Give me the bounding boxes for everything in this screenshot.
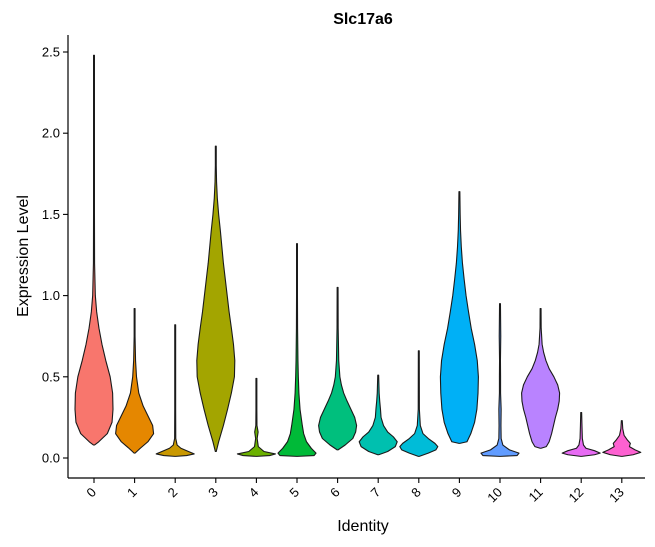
x-tick-label: 6 — [327, 485, 343, 501]
violin-3 — [196, 145, 236, 453]
y-tick-label: 2.5 — [42, 45, 60, 60]
violin-11 — [521, 308, 561, 449]
y-tick-label: 1.0 — [42, 288, 60, 303]
y-tick-label: 2.0 — [42, 126, 60, 141]
violin-9 — [439, 191, 479, 444]
violin-2 — [155, 324, 195, 457]
y-axis-label: Expression Level — [15, 195, 32, 317]
x-tick-label: 5 — [286, 485, 302, 501]
x-tick-label: 10 — [484, 485, 505, 506]
x-tick-label: 7 — [368, 485, 384, 501]
violin-0 — [74, 54, 114, 446]
x-tick-label: 4 — [246, 485, 262, 501]
x-tick-label: 0 — [83, 485, 99, 501]
violin-1 — [115, 308, 155, 454]
y-tick-label: 1.5 — [42, 207, 60, 222]
x-tick-label: 12 — [565, 485, 586, 506]
x-axis-ticks: 0 1 2 3 4 5 6 7 8 9 10 11 12 13 — [83, 478, 627, 505]
y-tick-label: 0.5 — [42, 369, 60, 384]
x-tick-label: 13 — [606, 485, 627, 506]
x-tick-label: 1 — [124, 485, 140, 501]
violin-group — [74, 54, 642, 457]
x-tick-label: 2 — [165, 485, 181, 501]
violin-6 — [318, 286, 358, 451]
violin-8 — [399, 350, 439, 457]
violin-7 — [358, 374, 398, 456]
violin-10 — [480, 303, 520, 457]
x-axis-label: Identity — [337, 518, 389, 535]
chart-title: Slc17a6 — [333, 11, 393, 28]
y-tick-label: 0.0 — [42, 451, 60, 466]
y-axis-ticks: 0.0 0.5 1.0 1.5 2.0 2.5 — [42, 45, 68, 466]
violin-4 — [236, 377, 276, 457]
x-tick-label: 11 — [526, 485, 546, 505]
x-tick-label: 8 — [408, 485, 424, 501]
violin-13 — [602, 420, 642, 457]
x-tick-label: 3 — [205, 485, 221, 501]
violin-12 — [561, 411, 601, 457]
x-tick-label: 9 — [449, 485, 465, 501]
violin-5 — [277, 243, 317, 457]
